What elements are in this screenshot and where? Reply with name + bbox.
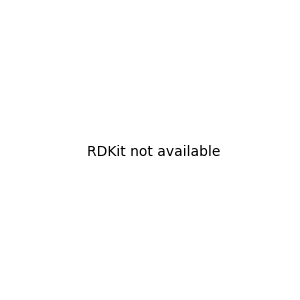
Text: RDKit not available: RDKit not available — [87, 145, 220, 158]
